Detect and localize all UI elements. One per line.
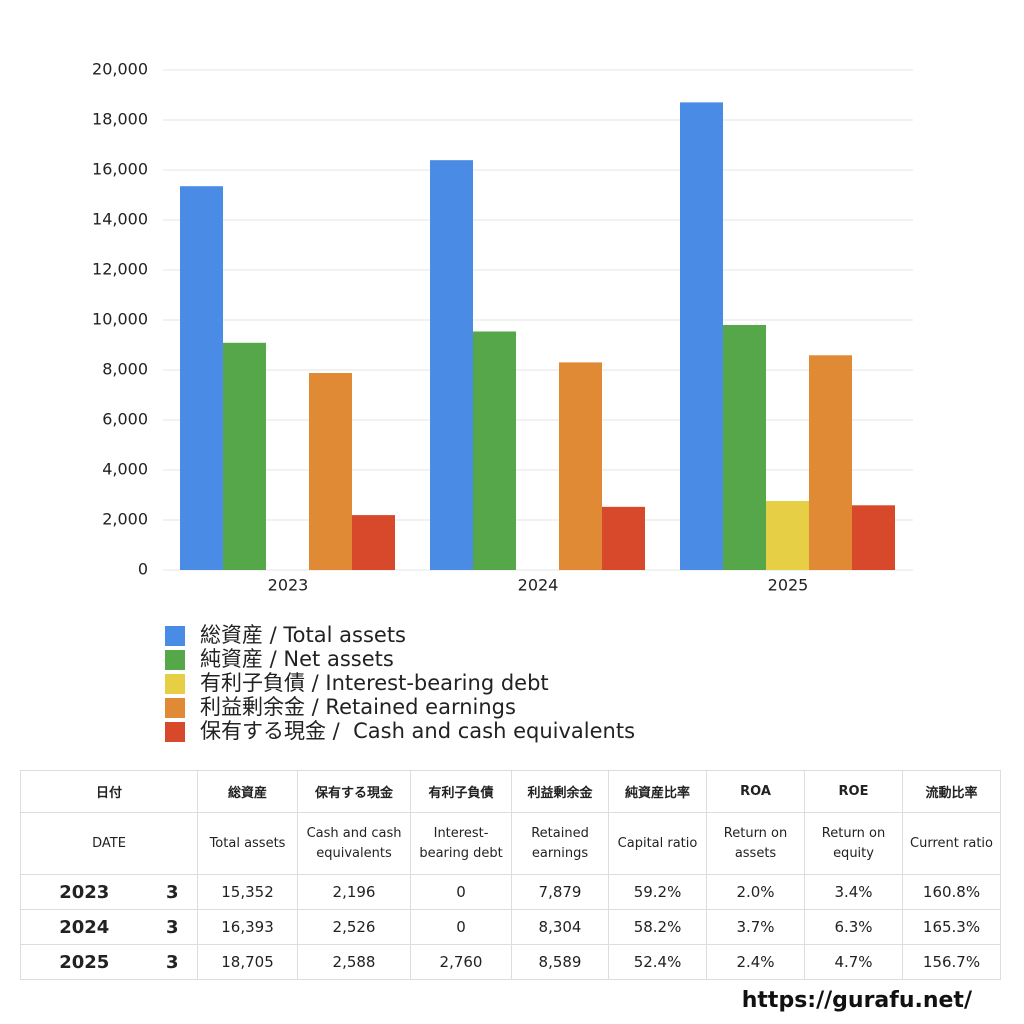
x-tick-label: 2025	[768, 576, 809, 595]
legend-label: 総資産 / Total assets	[200, 623, 406, 647]
table-cell: Return on equity	[804, 812, 904, 875]
table-cell: ROE	[804, 770, 904, 813]
bar	[309, 373, 352, 570]
bar	[430, 160, 473, 571]
table-cell: 58.2%	[608, 909, 708, 945]
legend-label: 利益剰余金 / Retained earnings	[200, 695, 516, 719]
table-cell: DATE	[19, 812, 199, 875]
table-cell: 52.4%	[608, 944, 708, 980]
y-tick-label: 4,000	[102, 460, 148, 479]
bar	[766, 501, 809, 570]
table-cell: 日付	[19, 770, 199, 813]
bar	[559, 362, 602, 570]
bar	[602, 506, 645, 570]
y-tick-label: 16,000	[92, 160, 148, 179]
table-cell: ROA	[706, 770, 806, 813]
table-cell: 165.3%	[902, 909, 1002, 945]
legend-swatch	[165, 674, 185, 694]
table-cell: 4.7%	[804, 944, 904, 980]
data-table: 日付 総資産 保有する現金 有利子負債 利益剰余金 純資産比率 ROA ROE 流動比率 DATE…	[19, 770, 1002, 980]
table-cell: 2025	[20, 944, 148, 980]
table-cell: 保有する現金	[297, 770, 412, 813]
table-cell: 2,760	[410, 944, 513, 980]
bar	[223, 342, 266, 570]
table-cell: 3	[147, 874, 199, 910]
x-tick-label: 2023	[268, 576, 309, 595]
y-tick-label: 18,000	[92, 110, 148, 129]
table-row: 日付 総資産 保有する現金 有利子負債 利益剰余金 純資産比率 ROA ROE 流動比率	[19, 770, 1002, 813]
table-cell: Interest-bearing debt	[410, 812, 513, 875]
table-cell: 総資産	[197, 770, 299, 813]
table-cell: 流動比率	[902, 770, 1002, 813]
table-cell: 2.4%	[706, 944, 806, 980]
table-cell: 3	[147, 944, 199, 980]
table-cell: 2,526	[297, 909, 412, 945]
legend-label: 有利子負債 / Interest-bearing debt	[200, 671, 549, 695]
table-cell: 0	[410, 909, 513, 945]
table-cell: 7,879	[511, 874, 610, 910]
y-tick-label: 8,000	[102, 360, 148, 379]
table-cell: 2023	[20, 874, 148, 910]
bar	[809, 355, 852, 570]
table-row: 2025 3 18,705 2,588 2,760 8,589 52.4% 2.4% 4.7% 1…	[20, 944, 1002, 980]
y-tick-label: 12,000	[92, 260, 148, 279]
table-cell: 0	[410, 874, 513, 910]
bar	[180, 186, 223, 570]
chart: 0 2,000 4,000 6,000 8,000 10,000 12,000 14,000 1…	[92, 60, 913, 743]
table-cell: 59.2%	[608, 874, 708, 910]
legend-swatch	[165, 650, 185, 670]
table-cell: 利益剰余金	[511, 770, 610, 813]
y-tick-label: 6,000	[102, 410, 148, 429]
table-row: DATE Total assets Cash and cash equivalent…	[19, 812, 1002, 875]
table-cell: 2024	[20, 909, 148, 945]
legend-swatch	[165, 722, 185, 742]
legend-swatch	[165, 698, 185, 718]
table-row: 2023 3 15,352 2,196 0 7,879 59.2% 2.0% 3.4% 160.8…	[20, 874, 1002, 910]
bar	[352, 515, 395, 570]
footer-url: https://gurafu.net/	[741, 988, 972, 1013]
table-cell: 3.4%	[804, 874, 904, 910]
table-cell: 156.7%	[902, 944, 1002, 980]
table-cell: Current ratio	[902, 812, 1002, 875]
bar	[852, 505, 895, 570]
legend-swatch	[165, 626, 185, 646]
table-cell: 160.8%	[902, 874, 1002, 910]
table-cell: 純資産比率	[608, 770, 708, 813]
y-tick-label: 0	[138, 560, 148, 579]
table-cell: Cash and cash equivalents	[297, 812, 412, 875]
bar	[473, 331, 516, 570]
table-cell: 15,352	[197, 874, 299, 910]
bar	[680, 102, 723, 570]
legend-label: 純資産 / Net assets	[200, 647, 394, 671]
y-tick-label: 14,000	[92, 210, 148, 229]
table-cell: 3.7%	[706, 909, 806, 945]
legend-label: 保有する現金 / Cash and cash equivalents	[200, 719, 635, 743]
table-cell: Return on assets	[706, 812, 806, 875]
table-cell: Capital ratio	[608, 812, 708, 875]
table-cell: Retained earnings	[511, 812, 610, 875]
y-tick-label: 20,000	[92, 60, 148, 79]
table-cell: 2,588	[297, 944, 412, 980]
table-cell: 3	[147, 909, 199, 945]
table-cell: 6.3%	[804, 909, 904, 945]
x-tick-label: 2024	[518, 576, 559, 595]
bar	[723, 324, 766, 570]
table-cell: Total assets	[197, 812, 299, 875]
table-row: 2024 3 16,393 2,526 0 8,304 58.2% 3.7% 6.3% 165.3…	[20, 909, 1002, 945]
table-cell: 有利子負債	[410, 770, 513, 813]
table-cell: 2.0%	[706, 874, 806, 910]
y-tick-label: 10,000	[92, 310, 148, 329]
table-cell: 8,589	[511, 944, 610, 980]
table-cell: 8,304	[511, 909, 610, 945]
table-cell: 2,196	[297, 874, 412, 910]
table-cell: 16,393	[197, 909, 299, 945]
y-tick-label: 2,000	[102, 510, 148, 529]
table-cell: 18,705	[197, 944, 299, 980]
